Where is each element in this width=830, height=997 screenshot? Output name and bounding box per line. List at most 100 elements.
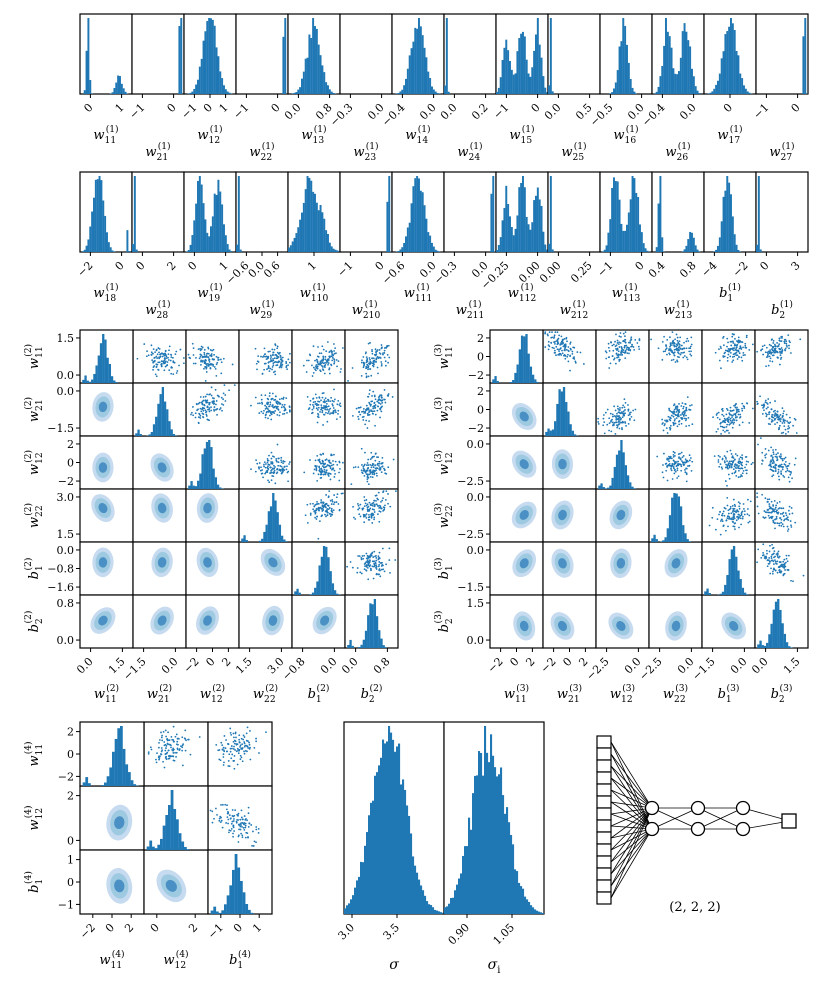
scatter-point xyxy=(780,340,783,343)
scatter-point xyxy=(369,341,371,344)
hist-w14 xyxy=(391,13,445,95)
tick-label: 0 xyxy=(757,259,771,273)
hist-sigma-1-bar xyxy=(516,871,519,914)
hist-w16-bar xyxy=(614,82,617,94)
scatter-point xyxy=(272,364,275,367)
scatter-point xyxy=(317,473,320,476)
hist-w113-bar xyxy=(622,230,625,252)
hist-w113-bar xyxy=(631,176,634,252)
hist-b1 xyxy=(703,171,757,253)
input-node xyxy=(596,867,612,881)
scatter-point xyxy=(192,406,194,408)
tick-label: −2 xyxy=(468,422,484,435)
tick-label: −2 xyxy=(58,770,74,783)
input-node xyxy=(596,759,612,773)
scatter-point xyxy=(182,743,185,746)
scatter-point xyxy=(672,450,675,453)
scatter-point xyxy=(388,559,391,561)
hist-w14-bar xyxy=(421,35,424,94)
scatter-point xyxy=(282,460,285,462)
hist-w12-bar xyxy=(228,92,231,94)
scatter-point xyxy=(225,739,227,741)
corner-layer3-diag-bar xyxy=(551,429,555,436)
axis-label-b2: b2(2) xyxy=(361,683,383,705)
scatter-point xyxy=(608,429,610,432)
hist-w14-bar xyxy=(432,89,435,94)
corner-layer2-diag-bar xyxy=(331,583,335,595)
hist-sigma-0-bar xyxy=(344,908,347,914)
scatter-point xyxy=(611,413,614,416)
scatter-point xyxy=(278,360,281,363)
input-node xyxy=(596,879,612,893)
scatter-point xyxy=(771,515,774,518)
scatter-point xyxy=(768,517,771,519)
corner-layer2-diag-bar xyxy=(320,556,324,595)
hist-w113-bar xyxy=(644,248,647,252)
scatter-point xyxy=(164,349,167,352)
scatter-point xyxy=(369,368,372,370)
tick-label: 1.5 xyxy=(57,528,75,541)
scatter-point xyxy=(677,460,680,463)
scatter-point xyxy=(172,725,175,728)
hist-w112-bar xyxy=(505,185,508,252)
scatter-point xyxy=(282,405,285,408)
corner-layer2-diag-bar xyxy=(351,645,354,648)
scatter-point xyxy=(381,499,384,502)
hist-w111-bar xyxy=(419,190,422,252)
scatter-point xyxy=(213,402,216,405)
scatter-point xyxy=(324,355,327,358)
scatter-point xyxy=(320,476,323,479)
scatter-point xyxy=(328,464,331,467)
scatter-point xyxy=(759,437,762,440)
scatter-point xyxy=(780,565,783,567)
scatter-point xyxy=(631,343,633,346)
scatter-point xyxy=(734,466,737,469)
corner-layer2-diag-bar xyxy=(168,421,171,436)
hist-w15-bar xyxy=(531,67,534,94)
scatter-point xyxy=(316,454,319,457)
corner-layer2-diag-bar xyxy=(194,486,198,489)
scatter-point xyxy=(764,399,767,402)
scatter-point xyxy=(783,519,785,522)
scatter-point xyxy=(787,334,790,337)
scatter-point xyxy=(374,494,377,497)
corner-layer3-diag-bar xyxy=(686,539,689,542)
hist-sigma-1-bar xyxy=(526,899,529,914)
scatter-point xyxy=(266,461,269,464)
scatter-point xyxy=(191,342,194,345)
hist-sigma-1-bar xyxy=(514,869,517,914)
hist-w12-bar xyxy=(213,25,216,94)
scatter-point xyxy=(766,552,768,555)
scatter-point xyxy=(236,813,238,816)
scatter-point xyxy=(738,505,741,508)
scatter-point xyxy=(732,509,735,512)
hist-w12-bar xyxy=(221,78,224,94)
scatter-point xyxy=(320,473,323,476)
scatter-point xyxy=(364,451,366,454)
scatter-point xyxy=(224,803,227,806)
scatter-point xyxy=(674,470,677,473)
scatter-point xyxy=(372,577,375,580)
scatter-point xyxy=(326,341,329,343)
scatter-point xyxy=(789,352,792,354)
scatter-point xyxy=(325,465,328,468)
scatter-point xyxy=(559,343,562,346)
hist-w113-bar xyxy=(611,187,614,252)
scatter-point xyxy=(167,353,170,356)
scatter-point xyxy=(158,758,160,761)
scatter-point xyxy=(333,352,336,355)
corner-layer3-diag-bar xyxy=(677,496,681,542)
scatter-point xyxy=(678,340,681,343)
scatter-point xyxy=(781,523,784,526)
corner-layer2-diag-bar xyxy=(104,339,107,383)
scatter-point xyxy=(761,451,764,454)
scatter-point xyxy=(684,419,687,422)
scatter-point xyxy=(150,351,153,354)
scatter-point xyxy=(661,340,664,343)
scatter-point xyxy=(281,360,284,362)
scatter-point xyxy=(609,412,612,415)
scatter-point xyxy=(232,740,235,743)
corner-layer2-kde-cell xyxy=(132,594,187,649)
scatter-point xyxy=(782,474,785,477)
scatter-point xyxy=(372,412,374,415)
